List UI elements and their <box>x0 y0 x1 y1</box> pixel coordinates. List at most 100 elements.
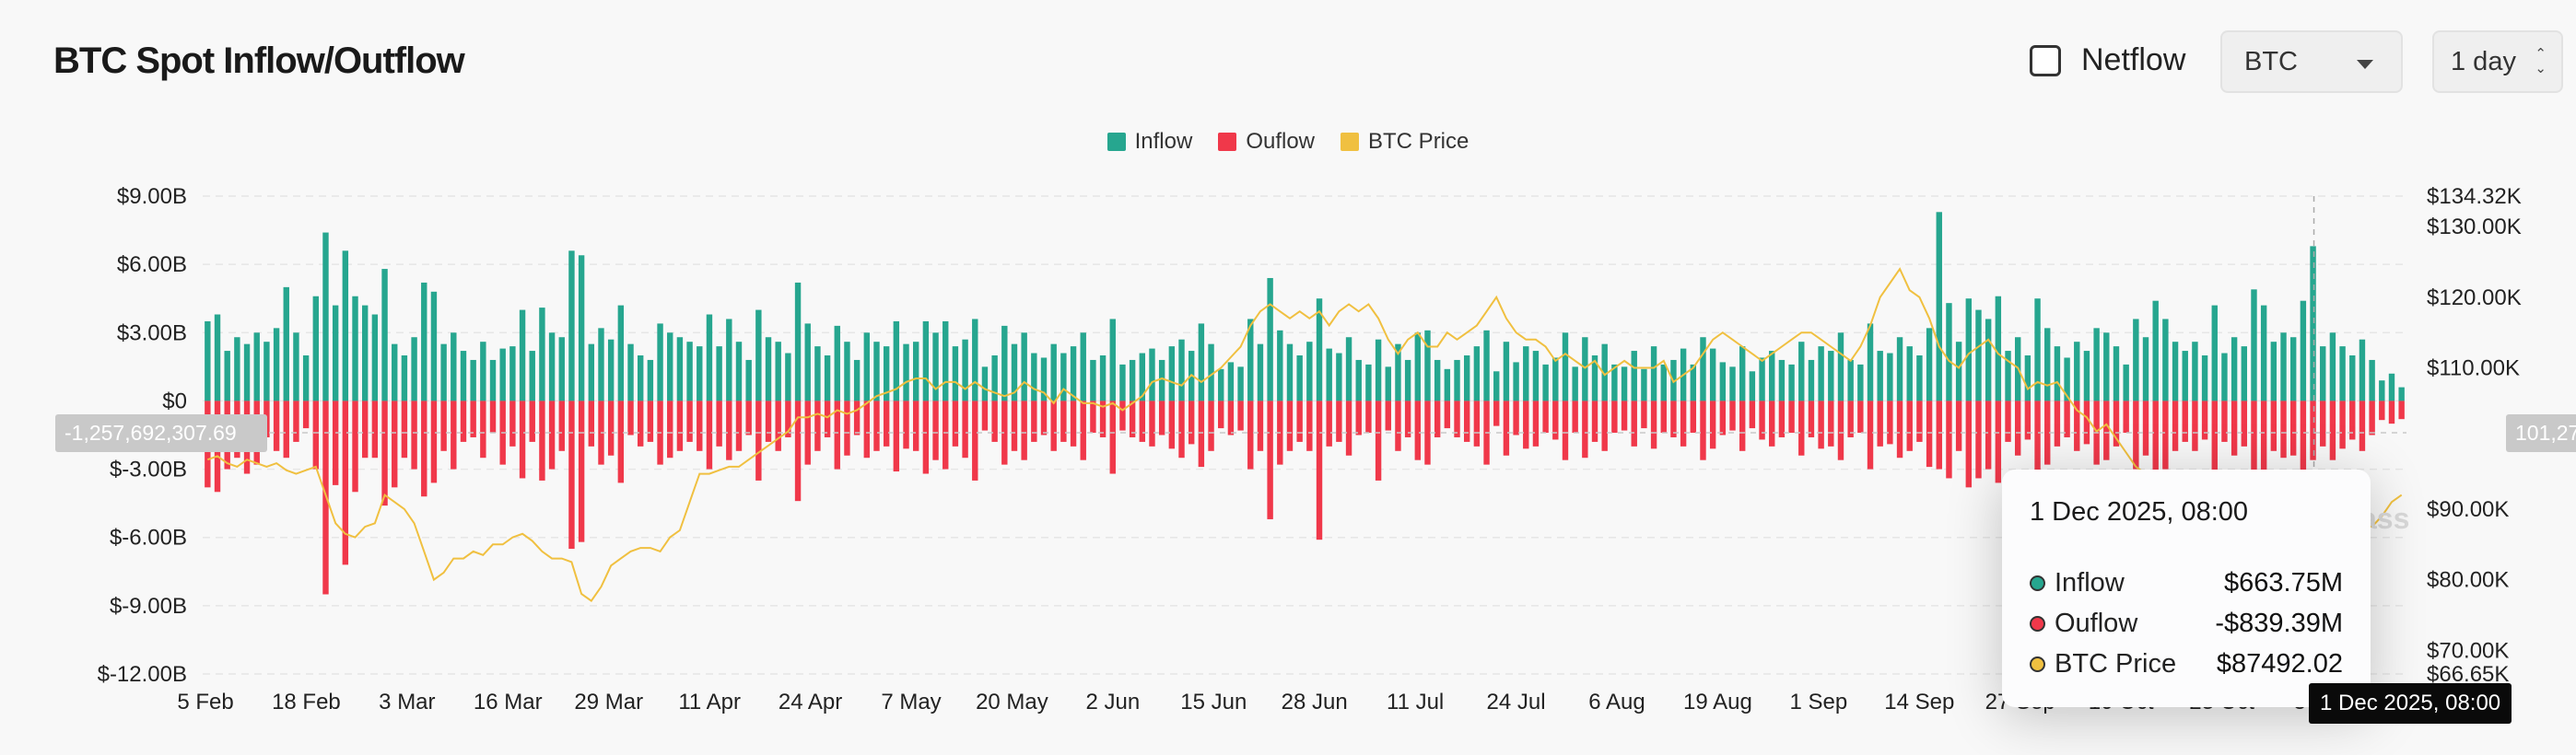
inflow-bar <box>1247 319 1254 401</box>
inflow-bar <box>2211 305 2218 401</box>
outflow-bar <box>548 401 556 470</box>
outflow-bar <box>1503 401 1510 456</box>
inflow-bar <box>943 320 949 401</box>
inflow-bar <box>499 348 506 401</box>
inflow-bar <box>539 308 545 401</box>
inflow-bar <box>322 232 329 401</box>
inflow-bar <box>863 332 871 401</box>
outflow-bar <box>686 401 693 442</box>
outflow-bar <box>1955 401 1962 451</box>
outflow-bar <box>2349 401 2356 440</box>
inflow-bar <box>2133 319 2139 401</box>
y-right-tick-label: $130.00K <box>2427 215 2522 239</box>
outflow-bar <box>1178 401 1185 459</box>
inflow-bar <box>1375 339 1382 401</box>
outflow-bar <box>2280 401 2287 459</box>
inflow-bar <box>2280 332 2287 401</box>
outflow-bar <box>735 401 743 451</box>
y-right-tick-label: $134.32K <box>2427 184 2522 209</box>
inflow-bar <box>1050 343 1057 401</box>
outflow-bar <box>312 401 320 470</box>
outflow-bar <box>302 401 310 429</box>
outflow-bar <box>1778 401 1786 437</box>
inflow-bar <box>1513 362 1519 401</box>
inflow-bar <box>2103 332 2110 401</box>
outflow-bar <box>883 401 890 447</box>
inflow-bar <box>2074 342 2080 401</box>
outflow-bar <box>2260 401 2267 479</box>
inflow-bar <box>637 355 644 401</box>
inflow-bar <box>1896 337 1903 401</box>
inflow-bar <box>558 337 565 401</box>
outflow-bar <box>1001 401 1008 465</box>
inflow-bar <box>2359 339 2366 401</box>
coin-select[interactable]: BTC <box>2220 30 2403 93</box>
x-tick-label: 1 Sep <box>1789 690 1847 714</box>
inflow-bar <box>381 269 388 401</box>
outflow-bar <box>1493 401 1500 426</box>
outflow-bar <box>1011 401 1018 451</box>
outflow-bar <box>1355 401 1362 436</box>
outflow-bar <box>1975 401 1982 479</box>
outflow-bar <box>903 401 909 449</box>
outflow-bar <box>943 401 949 470</box>
inflow-bar <box>1808 359 1815 401</box>
inflow-bar <box>224 351 230 401</box>
outflow-bar <box>1080 401 1086 460</box>
outflow-bar <box>2289 401 2297 456</box>
x-tick-label: 19 Aug <box>1683 690 1752 714</box>
up-down-arrows-icon: ⌃ ⌄ <box>2535 46 2547 76</box>
legend-item-btc-price[interactable]: BTC Price <box>1341 129 1469 155</box>
netflow-checkbox[interactable] <box>2030 44 2061 76</box>
outflow-bar <box>932 401 939 460</box>
legend-item-outflow[interactable]: Ouflow <box>1218 129 1315 155</box>
inflow-bar <box>932 332 939 401</box>
outflow-bar <box>765 401 772 442</box>
outflow-bar <box>2359 401 2366 451</box>
outflow-bar <box>844 401 850 456</box>
outflow-bar <box>2152 401 2159 483</box>
outflow-bar <box>2064 401 2070 437</box>
inflow-bar <box>657 323 663 401</box>
y-left-tick-label: $-6.00B <box>110 526 187 551</box>
inflow-bar <box>824 355 831 401</box>
legend-swatch-inflow <box>1107 133 1126 151</box>
outflow-bar <box>1857 401 1864 434</box>
inflow-bar <box>1149 348 1155 401</box>
netflow-toggle[interactable]: Netflow <box>2030 42 2185 78</box>
outflow-bar <box>2310 401 2316 460</box>
inflow-bar <box>1936 212 1942 401</box>
inflow-bar <box>765 337 772 401</box>
interval-select[interactable]: 1 day ⌃ ⌄ <box>2432 30 2563 93</box>
inflow-bar <box>1296 355 1303 401</box>
inflow-bar <box>794 282 802 401</box>
outflow-bar <box>519 401 526 479</box>
outflow-bar <box>460 401 467 442</box>
outflow-bar <box>676 401 684 451</box>
outflow-bar <box>1542 401 1549 434</box>
inflow-bar <box>1345 337 1352 401</box>
inflow-bar <box>1611 364 1618 401</box>
outflow-bar <box>392 401 398 488</box>
outflow-bar <box>893 401 900 472</box>
outflow-bar <box>1404 401 1411 437</box>
outflow-bar <box>539 401 545 481</box>
inflow-bar <box>1021 332 1027 401</box>
inflow-bar <box>2113 346 2120 401</box>
outflow-bar <box>1759 401 1765 440</box>
x-tick-label: 3 Mar <box>379 690 435 714</box>
outflow-bar <box>2103 401 2110 460</box>
inflow-bar <box>912 342 919 401</box>
inflow-bar <box>1237 366 1244 401</box>
inflow-bar <box>1434 359 1441 401</box>
tooltip-name-inflow: Inflow <box>2055 567 2125 598</box>
outflow-bar <box>834 401 840 470</box>
outflow-bar <box>1867 401 1874 470</box>
inflow-bar <box>1257 343 1264 401</box>
legend-item-inflow[interactable]: Inflow <box>1107 129 1192 155</box>
outflow-bar <box>332 401 339 485</box>
inflow-bar <box>2251 289 2257 401</box>
outflow-bar <box>489 401 497 434</box>
y-left-tick-label: $9.00B <box>117 184 187 209</box>
